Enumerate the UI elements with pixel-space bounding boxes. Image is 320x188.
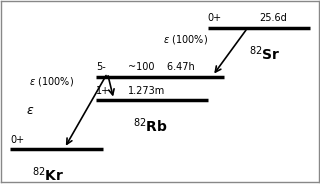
Text: 1.273m: 1.273m [128, 86, 165, 96]
Text: 1+: 1+ [96, 86, 110, 96]
Text: $\varepsilon$: $\varepsilon$ [26, 104, 35, 117]
Text: $\varepsilon$ (100%): $\varepsilon$ (100%) [163, 33, 208, 46]
Text: 5-: 5- [96, 62, 106, 72]
Text: 0+: 0+ [208, 13, 222, 23]
Text: 0+: 0+ [10, 135, 24, 145]
Text: $\varepsilon$ (100%): $\varepsilon$ (100%) [29, 75, 74, 88]
Text: 25.6d: 25.6d [259, 13, 286, 23]
Text: ~100    6.47h: ~100 6.47h [128, 62, 195, 72]
Text: $^{82}$Rb: $^{82}$Rb [133, 117, 168, 135]
Text: $^{82}$Sr: $^{82}$Sr [249, 44, 281, 63]
Text: $^{82}$Kr: $^{82}$Kr [32, 165, 65, 184]
